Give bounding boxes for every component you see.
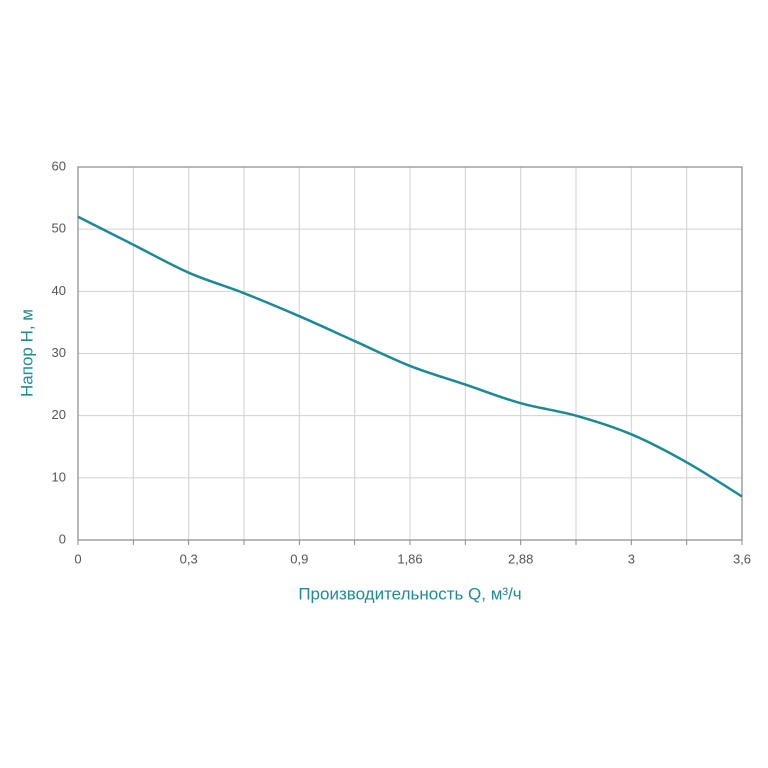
y-tick-label: 40 [52, 283, 66, 298]
y-tick-label: 30 [52, 345, 66, 360]
x-tick-label: 1,86 [397, 551, 422, 566]
y-tick-label: 20 [52, 407, 66, 422]
y-axis-label: Напор H, м [17, 309, 36, 397]
x-tick-label: 3 [628, 551, 635, 566]
x-tick-label: 3,6 [733, 551, 751, 566]
x-tick-label: 0 [74, 551, 81, 566]
y-tick-label: 50 [52, 221, 66, 236]
y-tick-label: 10 [52, 469, 66, 484]
y-tick-label: 0 [59, 531, 66, 546]
curve [77, 215, 743, 498]
plot-frame [77, 166, 743, 541]
x-tick-label: 0,9 [290, 551, 308, 566]
x-tick-label: 2,88 [508, 551, 533, 566]
x-tick-label: 0,3 [180, 551, 198, 566]
y-tick-label: 60 [52, 158, 66, 173]
x-axis-label: Производительность Q, м³/ч [298, 584, 521, 603]
